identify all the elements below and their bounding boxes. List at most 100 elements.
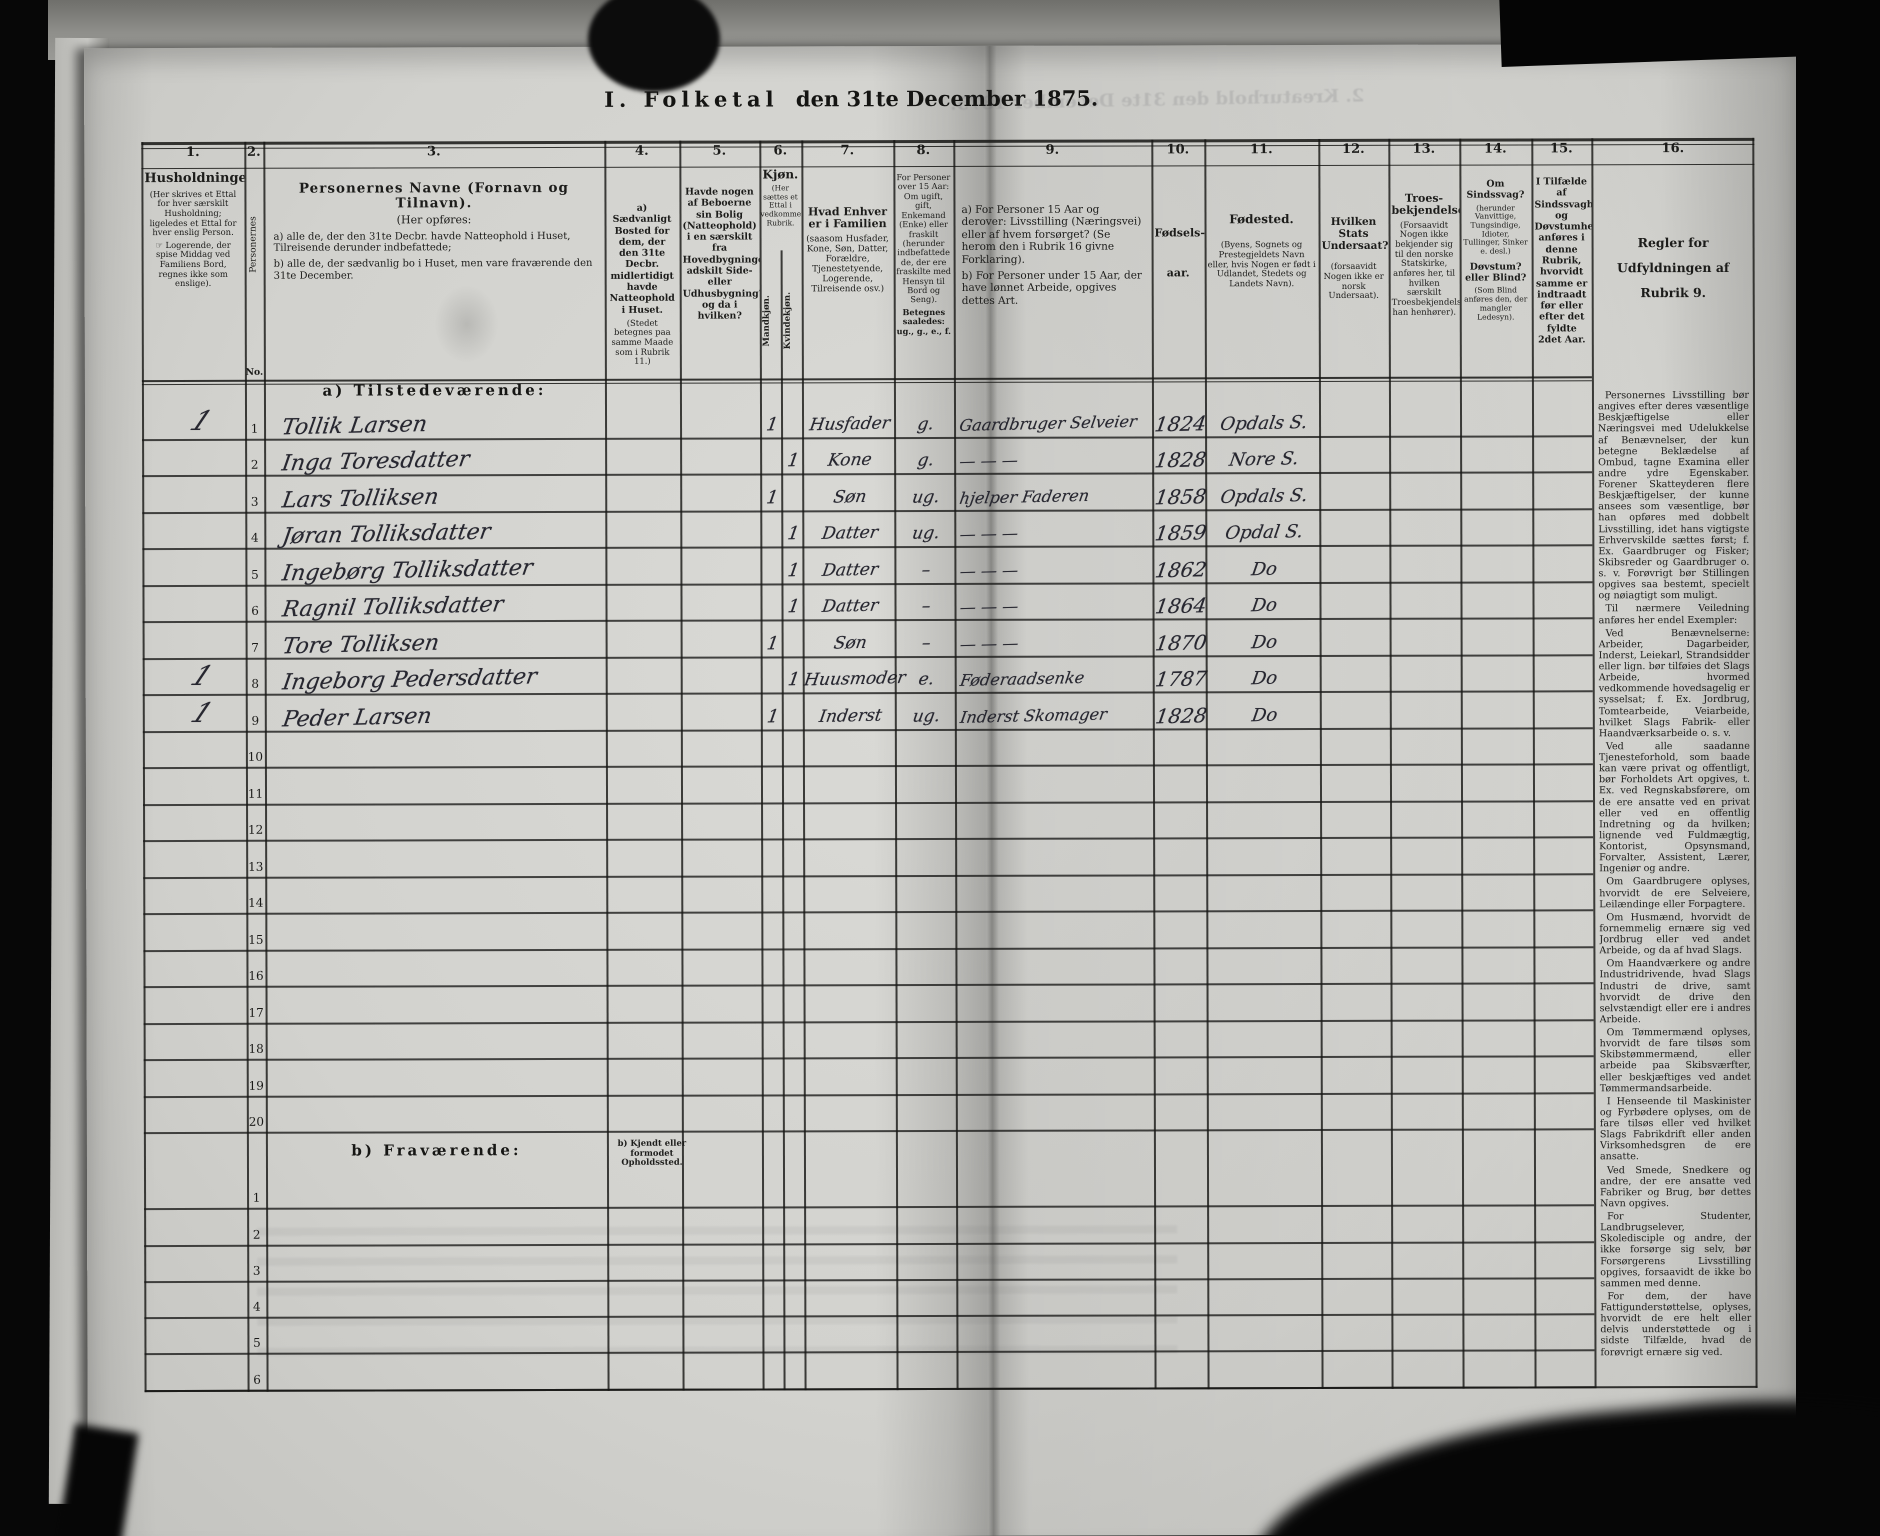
names-sub: (Her opføres:	[396, 213, 472, 227]
person-name: Ragnil Tolliksdatter	[280, 592, 506, 623]
rules-text-column: Personernes Livsstilling bør angives eft…	[1598, 390, 1752, 1390]
households-note2: ☞ Logerende, der spise Middag ved Famili…	[155, 239, 231, 289]
rules-paragraph: Om Tømmermænd oplyses, hvorvidt de fare …	[1599, 1026, 1751, 1094]
household-mark: 1	[185, 697, 218, 729]
row-number: 6	[253, 1372, 261, 1387]
person-name: Tore Tolliksen	[280, 630, 441, 659]
family-position: Kone	[826, 449, 874, 471]
names-item-a: a) alle de, der den 31te Decbr. havde Na…	[273, 230, 571, 255]
page-title-number: I. Folketal	[604, 86, 779, 112]
creed-note: (Forsaavidt Nogen ikke bekjender sig til…	[1391, 219, 1460, 317]
occupation: hjelper Faderen	[958, 485, 1091, 508]
insane-label: Om Sindssvag?	[1466, 178, 1525, 201]
rules-paragraph: Om Haandværkere og andre Industridrivend…	[1599, 958, 1751, 1026]
occupation: — — —	[958, 450, 1020, 471]
row-number: 2	[250, 457, 259, 472]
rules-paragraph: Ved Benævnelserne: Arbeider, Dagarbeider…	[1598, 627, 1750, 740]
household-mark: 1	[185, 660, 218, 692]
table-row: 16	[143, 947, 1594, 989]
marital-status: –	[920, 559, 932, 581]
family-position: Husfader	[808, 412, 892, 435]
family-position: Søn	[832, 632, 869, 654]
col-header-names: Personernes Navne (Fornavn og Tilnavn). …	[263, 167, 605, 380]
table-row: 6 Ragnil Tolliksdatter 1 Datter – — — —1864 Do	[142, 582, 1593, 624]
row-number: 2	[252, 1227, 261, 1242]
col-header-usual-residence: a) Sædvanligt Bosted for dem, der den 31…	[604, 167, 680, 379]
rows-absent: 1 2 3 4 5 6	[144, 1170, 1595, 1392]
names-title: Personernes Navne (Fornavn og Tilnavn).	[298, 179, 569, 212]
row-number: 6	[251, 603, 259, 618]
table-row: 13	[143, 838, 1594, 879]
occupation: Gaardbruger Selveier	[958, 411, 1139, 435]
deaf-blind-note: (Som Blind anføres den, der mangler Lede…	[1464, 285, 1528, 322]
rows-present: 1 1 Tollik Larsen 1 Husfader g. Gaardbruger Se…	[141, 400, 1594, 1135]
table-row: 15	[143, 911, 1594, 952]
table-row: 12	[143, 801, 1594, 843]
table-row: 18	[143, 1020, 1594, 1062]
row-number: 11	[247, 786, 264, 801]
occupation: Føderaadsenke	[958, 667, 1086, 690]
table-row: 20	[143, 1093, 1594, 1135]
birth-year: 1864	[1153, 593, 1209, 619]
occupation: — — —	[958, 559, 1020, 581]
birth-year: 1862	[1153, 556, 1209, 582]
table-row: 7 Tore Tolliksen 1 Søn – — — —1870 Do	[142, 619, 1593, 660]
rules-paragraph: For dem, der have Fattigunderstøttelse, …	[1600, 1290, 1752, 1358]
marital-status: –	[920, 596, 932, 617]
table-row: 4	[144, 1279, 1595, 1320]
family-position: Datter	[820, 559, 880, 581]
col-header-rules: Regler for Udfyldningen af Rubrik 9.	[1591, 164, 1755, 376]
birthplace: Do	[1250, 667, 1279, 690]
birth-year: 1824	[1153, 410, 1208, 436]
birth-year: 1787	[1153, 666, 1209, 692]
person-name: Lars Tolliksen	[280, 484, 441, 513]
marital-status: ug.	[910, 486, 942, 508]
table-row: 6	[144, 1351, 1595, 1392]
birthplace-title: Fødested.	[1229, 212, 1294, 227]
sex-note: (Her sættes et Ettal i vedkommende Rubri…	[760, 183, 802, 227]
rules-paragraph: Ved Smede, Snedkere og andre, der ere an…	[1600, 1164, 1752, 1210]
census-sheet: I. Folketal den 31te December 1875. 2. K…	[84, 43, 1800, 1536]
family-position: Huusmoder	[802, 667, 908, 691]
table-row: 1 8 Ingeborg Pedersdatter 1 Huusmoder e. Føder…	[142, 655, 1593, 697]
rules-paragraph: I Henseende til Maskinister og Fyrbødere…	[1599, 1095, 1751, 1163]
col-header-birth-year: Fødsels- aar.	[1151, 165, 1205, 377]
row-number: 3	[252, 1263, 261, 1278]
section-absent-label: b) Fraværende:	[351, 1141, 522, 1160]
household-mark: 1	[184, 405, 218, 437]
col-header-creed: Troes- bekjendelse. (Forsaavidt Nogen ik…	[1388, 165, 1460, 377]
table-row: 17	[143, 984, 1594, 1025]
usual-residence-note: (Stedet betegnes paa samme Maade som i R…	[611, 317, 674, 367]
table-row: 3 Lars Tolliksen 1 Søn ug. hjelper Faderen 185…	[142, 473, 1593, 514]
marital-status: g.	[916, 450, 936, 471]
family-position: Datter	[820, 522, 880, 544]
row-number: 7	[251, 640, 259, 655]
col-header-disabilities: Om Sindssvag? (herunder Vanvittige, Tung…	[1459, 164, 1532, 376]
family-role-title: Hvad Enhver er i Familien	[807, 205, 888, 231]
birthplace: Opdals S.	[1218, 484, 1310, 508]
table-row: 11	[142, 765, 1594, 806]
row-number: 5	[251, 567, 259, 582]
col-header-family-role: Hvad Enhver er i Familien (saasom Husfad…	[801, 166, 894, 378]
row-number: 4	[250, 530, 259, 545]
occupation-item-a: a) For Personer 15 Aar og derover: Livss…	[961, 203, 1142, 266]
table-row: 14	[143, 874, 1594, 916]
marital-status-text: For Personer over 15 Aar: Om ugift, gift…	[896, 171, 952, 305]
row-number: 9	[251, 713, 260, 728]
birthplace: Do	[1250, 594, 1279, 617]
row-number: 1	[250, 421, 259, 436]
table-row: 1	[144, 1170, 1595, 1211]
marital-status: g.	[915, 413, 936, 435]
row-number: 8	[251, 676, 260, 691]
occupation: — — —	[958, 596, 1020, 617]
col-header-onset: I Tilfælde af Sindssvaghed og Døvstumhed…	[1531, 164, 1592, 376]
rules-paragraph: Ved alle saadanne Tjenesteforhold, som b…	[1598, 740, 1751, 875]
birth-year: 1870	[1153, 629, 1209, 655]
occupation: — — —	[958, 632, 1020, 654]
row-number: 5	[253, 1336, 261, 1351]
creed-title: Troes- bekjendelse.	[1391, 191, 1460, 218]
onset-text: I Tilfælde af Sindssvaghed og Døvstumhed…	[1534, 176, 1592, 346]
rules-paragraph: Til nærmere Veiledning anføres her endel…	[1598, 603, 1750, 626]
row-number: 20	[248, 1114, 265, 1129]
